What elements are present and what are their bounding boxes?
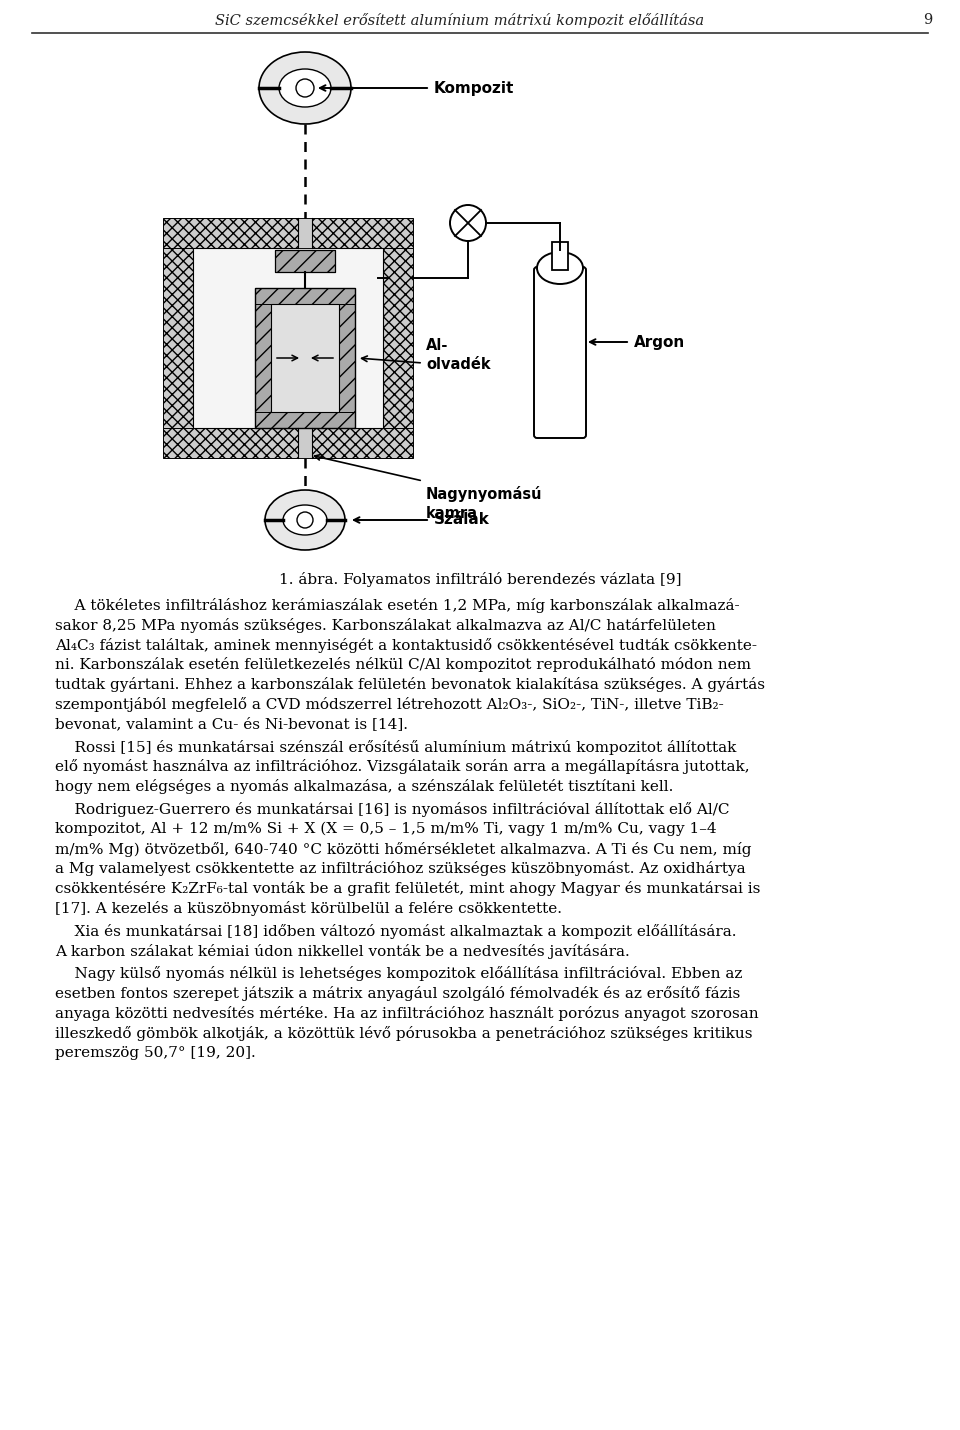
Ellipse shape bbox=[259, 51, 351, 124]
Text: Nagynyomású
kamra: Nagynyomású kamra bbox=[426, 486, 542, 521]
Text: Xia és munkatársai [18] időben változó nyomást alkalmaztak a kompozit előállítás: Xia és munkatársai [18] időben változó n… bbox=[55, 924, 736, 940]
Text: bevonat, valamint a Cu- és Ni-bevonat is [14].: bevonat, valamint a Cu- és Ni-bevonat is… bbox=[55, 716, 408, 731]
Bar bbox=[255, 412, 355, 428]
Bar bbox=[255, 287, 355, 305]
Circle shape bbox=[450, 204, 486, 242]
Text: A tökéletes infiltráláshoz kerámiaszálak esetén 1,2 MPa, míg karbonszálak alkalm: A tökéletes infiltráláshoz kerámiaszálak… bbox=[55, 598, 739, 613]
Bar bbox=[163, 247, 193, 428]
Text: Argon: Argon bbox=[634, 335, 685, 349]
Bar bbox=[339, 305, 355, 412]
Text: szempontjából megfelelő a CVD módszerrel létrehozott Al₂O₃-, SiO₂-, TiN-, illetv: szempontjából megfelelő a CVD módszerrel… bbox=[55, 696, 724, 712]
Text: SiC szemcsékkel erősített alumínium mátrixú kompozit előállítása: SiC szemcsékkel erősített alumínium mátr… bbox=[215, 13, 705, 27]
Text: Rodriguez-Guerrero és munkatársai [16] is nyomásos infiltrációval állítottak elő: Rodriguez-Guerrero és munkatársai [16] i… bbox=[55, 802, 730, 817]
Text: Al-
olvadék: Al- olvadék bbox=[426, 339, 491, 372]
Circle shape bbox=[296, 79, 314, 97]
Text: [17]. A kezelés a küszöbnyomást körülbelül a felére csökkentette.: [17]. A kezelés a küszöbnyomást körülbel… bbox=[55, 901, 562, 917]
Text: sakor 8,25 MPa nyomás szükséges. Karbonszálakat alkalmazva az Al/C határfelülete: sakor 8,25 MPa nyomás szükséges. Karbons… bbox=[55, 618, 716, 633]
Bar bbox=[383, 247, 413, 428]
Bar bbox=[255, 287, 355, 428]
Bar bbox=[275, 250, 335, 272]
Ellipse shape bbox=[265, 490, 345, 551]
Text: a Mg valamelyest csökkentette az infiltrációhoz szükséges küszöbnyomást. Az oxid: a Mg valamelyest csökkentette az infiltr… bbox=[55, 861, 746, 877]
Bar bbox=[163, 217, 413, 247]
Ellipse shape bbox=[279, 69, 331, 107]
Text: csökkentésére K₂ZrF₆-tal vonták be a grafit felületét, mint ahogy Magyar és munk: csökkentésére K₂ZrF₆-tal vonták be a gra… bbox=[55, 881, 760, 897]
Text: tudtak gyártani. Ehhez a karbonszálak felületén bevonatok kialakítása szükséges.: tudtak gyártani. Ehhez a karbonszálak fe… bbox=[55, 678, 765, 692]
Circle shape bbox=[297, 512, 313, 528]
Ellipse shape bbox=[537, 252, 583, 285]
Text: 9: 9 bbox=[924, 13, 932, 27]
Text: anyaga közötti nedvesítés mértéke. Ha az infiltrációhoz használt porózus anyagot: anyaga közötti nedvesítés mértéke. Ha az… bbox=[55, 1005, 758, 1021]
Bar bbox=[298, 217, 312, 247]
Text: Kompozit: Kompozit bbox=[434, 80, 515, 96]
Text: hogy nem elégséges a nyomás alkalmazása, a szénszálak felületét tisztítani kell.: hogy nem elégséges a nyomás alkalmazása,… bbox=[55, 779, 673, 794]
Text: ni. Karbonszálak esetén felületkezelés nélkül C/Al kompozitot reprodukálható mód: ni. Karbonszálak esetén felületkezelés n… bbox=[55, 658, 751, 672]
FancyBboxPatch shape bbox=[534, 267, 586, 438]
Text: kompozitot, Al + 12 m/m% Si + X (X = 0,5 – 1,5 m/m% Ti, vagy 1 m/m% Cu, vagy 1–4: kompozitot, Al + 12 m/m% Si + X (X = 0,5… bbox=[55, 822, 716, 837]
Text: 1. ábra. Folyamatos infiltráló berendezés vázlata [9]: 1. ábra. Folyamatos infiltráló berendezé… bbox=[278, 572, 682, 586]
Text: peremszög 50,7° [19, 20].: peremszög 50,7° [19, 20]. bbox=[55, 1045, 255, 1060]
Bar bbox=[163, 428, 413, 458]
Bar bbox=[193, 247, 383, 428]
Bar bbox=[552, 242, 568, 270]
Bar bbox=[271, 305, 339, 412]
Text: illeszkedő gömbök alkotják, a közöttük lévő pórusokba a penetrációhoz szükséges : illeszkedő gömbök alkotják, a közöttük l… bbox=[55, 1025, 753, 1041]
Text: esetben fontos szerepet játszik a mátrix anyagául szolgáló fémolvadék és az erős: esetben fontos szerepet játszik a mátrix… bbox=[55, 987, 740, 1001]
Text: Rossi [15] és munkatársai szénszál erősítésű alumínium mátrixú kompozitot állíto: Rossi [15] és munkatársai szénszál erősí… bbox=[55, 739, 736, 755]
Text: Szálak: Szálak bbox=[434, 512, 490, 528]
Text: A karbon szálakat kémiai údon nikkellel vonták be a nedvesítés javítására.: A karbon szálakat kémiai údon nikkellel … bbox=[55, 944, 630, 958]
Bar bbox=[275, 250, 335, 272]
Text: m/m% Mg) ötvözetből, 640-740 °C közötti hőmérsékletet alkalmazva. A Ti és Cu nem: m/m% Mg) ötvözetből, 640-740 °C közötti … bbox=[55, 842, 752, 857]
Text: Al₄C₃ fázist találtak, aminek mennyiségét a kontaktusidő csökkentésével tudták c: Al₄C₃ fázist találtak, aminek mennyiségé… bbox=[55, 638, 757, 652]
Bar bbox=[255, 305, 271, 412]
Ellipse shape bbox=[283, 505, 327, 535]
Text: elő nyomást használva az infiltrációhoz. Vizsgálataik során arra a megállapításr: elő nyomást használva az infiltrációhoz.… bbox=[55, 759, 750, 775]
Text: Nagy külső nyomás nélkül is lehetséges kompozitok előállítása infiltrációval. Eb: Nagy külső nyomás nélkül is lehetséges k… bbox=[55, 967, 742, 981]
Bar bbox=[298, 428, 312, 458]
